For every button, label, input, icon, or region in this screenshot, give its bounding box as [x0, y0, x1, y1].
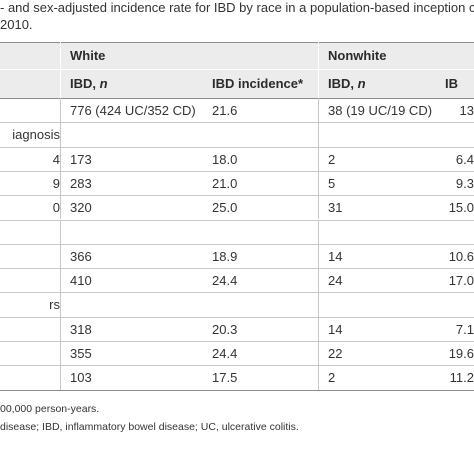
row-divider	[0, 170, 474, 172]
cell-white-n: 355	[70, 346, 92, 361]
table-header-band	[0, 42, 474, 98]
cell-white-incidence: 24.4	[212, 273, 238, 289]
cell-nonwhite-n: 38 (19 UC/19 CD)	[328, 103, 433, 118]
header-nonwhite-ibd-n-text: IBD,	[328, 76, 358, 91]
cell-nonwhite-incidence: 11.2	[449, 370, 474, 386]
column-divider	[318, 170, 319, 196]
row-label: 9	[52, 175, 60, 191]
row-divider	[0, 341, 474, 342]
column-divider	[60, 365, 61, 390]
column-divider	[318, 316, 319, 341]
cell-white-n: 776 (424 UC/352 CD)	[70, 103, 196, 118]
cell-nonwhite-n: 24	[328, 273, 343, 289]
cell-white-n: 320	[70, 200, 92, 216]
cell-nonwhite-incidence: 19.6	[448, 346, 474, 361]
table-bottom-rule	[0, 390, 474, 391]
column-divider	[318, 268, 319, 293]
cell-white-incidence: 18.9	[212, 248, 238, 264]
cell-nonwhite-n: 2	[328, 151, 336, 167]
row-label: 0	[52, 200, 60, 216]
cell-nonwhite-incidence: 13	[459, 103, 474, 118]
row-divider	[0, 316, 474, 318]
row-divider	[0, 365, 474, 367]
cell-white-n: 366	[70, 248, 92, 264]
column-divider	[60, 195, 61, 220]
header-white: White	[70, 48, 106, 63]
header-nonwhite: Nonwhite	[328, 48, 387, 63]
cell-white-incidence: 25.0	[212, 200, 238, 216]
table-caption-line-1: - and sex-adjusted incidence rate for IB…	[0, 0, 474, 15]
cell-nonwhite-n: 22	[328, 346, 343, 361]
header-col-sep-2	[318, 42, 319, 98]
column-divider	[318, 341, 319, 366]
cell-white-n: 318	[70, 321, 92, 337]
row-divider	[0, 195, 474, 197]
row-label: iagnosis	[12, 127, 60, 143]
row-label: 4	[52, 151, 60, 167]
cell-nonwhite-incidence: 7.1	[455, 321, 474, 337]
table-caption-line-2: 2010.	[0, 17, 33, 32]
cell-nonwhite-incidence: 17.0	[448, 273, 474, 289]
column-divider	[60, 98, 61, 123]
cell-nonwhite-incidence: 6.4	[455, 151, 474, 167]
row-divider	[0, 268, 474, 270]
column-divider	[318, 122, 319, 147]
cell-white-incidence: 18.0	[212, 151, 238, 167]
row-divider	[0, 146, 474, 148]
header-split-rule	[0, 69, 474, 70]
header-col-sep-1	[60, 42, 61, 98]
column-divider	[60, 268, 61, 293]
cell-nonwhite-incidence: 10.6	[448, 248, 474, 264]
cell-white-n: 103	[70, 370, 92, 386]
footnote-line-1: 00,000 person-years.	[0, 403, 100, 415]
column-divider	[318, 146, 319, 171]
cell-white-incidence: 21.0	[212, 175, 238, 191]
cell-nonwhite-n: 14	[328, 321, 343, 337]
column-divider	[318, 219, 319, 244]
row-divider	[0, 292, 474, 294]
cell-white-n: 173	[70, 151, 92, 167]
footnote-line-2: disease; IBD, inflammatory bowel disease…	[0, 421, 299, 433]
column-divider	[318, 365, 319, 390]
column-divider	[318, 243, 319, 269]
cell-white-n: 410	[70, 273, 92, 289]
header-nonwhite-ibd-n: IBD, n	[328, 76, 366, 91]
row-divider	[0, 219, 474, 221]
header-top-rule	[0, 42, 474, 43]
column-divider	[60, 170, 61, 196]
column-divider	[60, 316, 61, 341]
cell-white-incidence: 24.4	[212, 346, 238, 361]
column-divider	[60, 122, 61, 147]
cell-nonwhite-n: 2	[328, 370, 336, 386]
header-white-ibd-incidence: IBD incidence*	[212, 76, 304, 91]
cell-nonwhite-incidence: 9.3	[455, 175, 474, 191]
column-divider	[60, 243, 61, 269]
row-label: rs	[49, 297, 60, 313]
header-white-ibd-n-italic: n	[99, 76, 108, 91]
header-bottom-rule	[0, 98, 474, 99]
header-white-ibd-n: IBD, n	[70, 76, 108, 91]
column-divider	[318, 98, 319, 123]
header-nonwhite-ibd-incidence: IB	[445, 76, 458, 91]
cell-white-incidence: 17.5	[212, 370, 238, 386]
header-white-ibd-n-text: IBD,	[70, 76, 100, 91]
cell-white-n: 283	[70, 175, 92, 191]
cell-white-incidence: 20.3	[212, 321, 238, 337]
row-divider	[0, 243, 474, 245]
cell-white-incidence: 21.6	[212, 103, 238, 118]
cell-nonwhite-n: 31	[328, 200, 343, 216]
column-divider	[60, 341, 61, 366]
cell-nonwhite-n: 5	[328, 175, 336, 191]
cell-nonwhite-incidence: 15.0	[448, 200, 474, 216]
header-nonwhite-ibd-n-italic: n	[357, 76, 366, 91]
row-divider	[0, 122, 474, 124]
column-divider	[60, 292, 61, 317]
cell-nonwhite-n: 14	[328, 248, 343, 264]
column-divider	[318, 195, 319, 220]
column-divider	[60, 219, 61, 244]
column-divider	[318, 292, 319, 317]
column-divider	[60, 146, 61, 171]
